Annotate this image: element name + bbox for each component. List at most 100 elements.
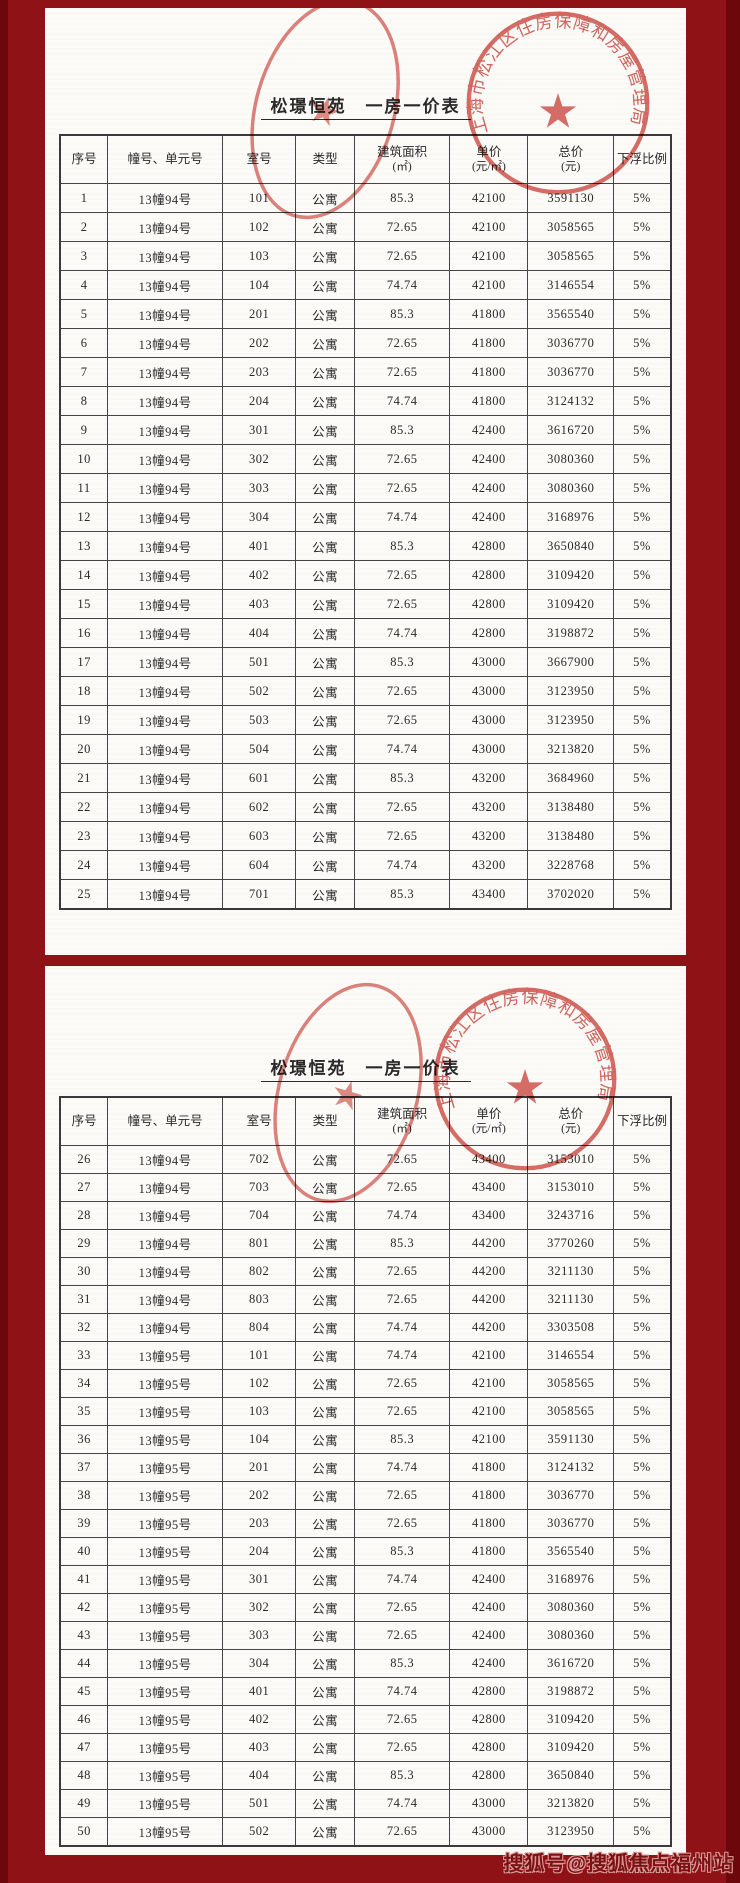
- table-header: 序号 幢号、单元号 室号 类型 建筑面积 (㎡) 单价 (元/㎡) 总价 (元) 下浮比例: [59, 134, 672, 184]
- column-header: 下浮比例: [613, 1096, 672, 1146]
- table-cell: 7: [59, 357, 109, 387]
- table-cell: 41800: [449, 1509, 529, 1538]
- table-cell: 公寓: [295, 357, 355, 387]
- table-cell: 74.74: [353, 734, 451, 764]
- table-cell: 72.65: [353, 705, 451, 735]
- table-cell: 3213820: [527, 734, 615, 764]
- left-edge-band: [0, 0, 8, 1883]
- table-cell: 72.65: [353, 1481, 451, 1510]
- table-row: 8 13幢94号 204 公寓 74.74 41800 3124132 5%: [59, 386, 672, 416]
- table-cell: 公寓: [295, 1453, 355, 1482]
- table-row: 7 13幢94号 203 公寓 72.65 41800 3036770 5%: [59, 357, 672, 387]
- table-cell: 3243716: [527, 1201, 615, 1230]
- table-cell: 公寓: [295, 1761, 355, 1790]
- table-cell: 13幢94号: [107, 1145, 224, 1174]
- table-row: 47 13幢95号 403 公寓 72.65 42800 3109420 5%: [59, 1733, 672, 1762]
- table-cell: 48: [59, 1761, 109, 1790]
- table-cell: 42100: [449, 1369, 529, 1398]
- table-cell: 13幢94号: [107, 1173, 224, 1202]
- table-cell: 604: [222, 850, 297, 880]
- table-cell: 35: [59, 1397, 109, 1426]
- table-cell: 3211130: [527, 1285, 615, 1314]
- table-row: 21 13幢94号 601 公寓 85.3 43200 3684960 5%: [59, 763, 672, 793]
- table-cell: 3591130: [527, 183, 615, 213]
- table-cell: 42800: [449, 589, 529, 619]
- table-cell: 403: [222, 589, 297, 619]
- table-cell: 72.65: [353, 1705, 451, 1734]
- table-cell: 5%: [613, 1229, 672, 1258]
- table-cell: 13幢94号: [107, 879, 224, 910]
- header-row: 序号 幢号、单元号 室号 类型 建筑面积 (㎡) 单价 (元/㎡) 总价 (元) 下浮比例: [59, 134, 672, 184]
- table-cell: 3565540: [527, 299, 615, 329]
- table-cell: 42400: [449, 1593, 529, 1622]
- table-cell: 72.65: [353, 1257, 451, 1286]
- table-cell: 公寓: [295, 1733, 355, 1762]
- header-row: 序号 幢号、单元号 室号 类型 建筑面积 (㎡) 单价 (元/㎡) 总价 (元) 下浮比例: [59, 1096, 672, 1146]
- table-row: 6 13幢94号 202 公寓 72.65 41800 3036770 5%: [59, 328, 672, 358]
- table-cell: 13幢94号: [107, 212, 224, 242]
- table-cell: 42400: [449, 473, 529, 503]
- table-cell: 公寓: [295, 1425, 355, 1454]
- table-cell: 701: [222, 879, 297, 910]
- table-cell: 3153010: [527, 1173, 615, 1202]
- table-row: 32 13幢94号 804 公寓 74.74 44200 3303508 5%: [59, 1313, 672, 1342]
- table-row: 12 13幢94号 304 公寓 74.74 42400 3168976 5%: [59, 502, 672, 532]
- table-cell: 3565540: [527, 1537, 615, 1566]
- table-cell: 公寓: [295, 241, 355, 271]
- table-cell: 公寓: [295, 415, 355, 445]
- table-cell: 43400: [449, 1173, 529, 1202]
- table-row: 31 13幢94号 803 公寓 72.65 44200 3211130 5%: [59, 1285, 672, 1314]
- table-cell: 72.65: [353, 241, 451, 271]
- table-cell: 303: [222, 1621, 297, 1650]
- table-cell: 3211130: [527, 1257, 615, 1286]
- document-page-2: 松璟恒苑 一房一价表 序号 幢号、单元号 室号 类型 建筑面积 (㎡) 单价 (元/㎡) 总价(…: [45, 966, 686, 1855]
- table-cell: 85.3: [353, 183, 451, 213]
- table-cell: 42100: [449, 1397, 529, 1426]
- table-cell: 公寓: [295, 444, 355, 474]
- sohu-watermark: 搜狐号@搜狐焦点福州站: [503, 1853, 734, 1875]
- table-cell: 85.3: [353, 1537, 451, 1566]
- table-cell: 13幢94号: [107, 270, 224, 300]
- table-cell: 13幢94号: [107, 647, 224, 677]
- table-cell: 13幢94号: [107, 821, 224, 851]
- table-row: 28 13幢94号 704 公寓 74.74 43400 3243716 5%: [59, 1201, 672, 1230]
- table-cell: 302: [222, 444, 297, 474]
- table-cell: 402: [222, 1705, 297, 1734]
- table-cell: 5%: [613, 1397, 672, 1426]
- table-cell: 5%: [613, 589, 672, 619]
- table-cell: 13幢94号: [107, 1229, 224, 1258]
- table-cell: 204: [222, 1537, 297, 1566]
- table-cell: 公寓: [295, 589, 355, 619]
- table-row: 42 13幢95号 302 公寓 72.65 42400 3080360 5%: [59, 1593, 672, 1622]
- table-row: 18 13幢94号 502 公寓 72.65 43000 3123950 5%: [59, 676, 672, 706]
- table-cell: 85.3: [353, 1649, 451, 1678]
- table-cell: 43: [59, 1621, 109, 1650]
- table-cell: 5%: [613, 850, 672, 880]
- table-cell: 6: [59, 328, 109, 358]
- table-cell: 5%: [613, 1425, 672, 1454]
- table-cell: 公寓: [295, 734, 355, 764]
- table-cell: 85.3: [353, 763, 451, 793]
- table-cell: 50: [59, 1817, 109, 1847]
- table-cell: 3198872: [527, 1677, 615, 1706]
- table-cell: 2: [59, 212, 109, 242]
- table-cell: 74.74: [353, 1789, 451, 1818]
- table-cell: 5%: [613, 1621, 672, 1650]
- table-cell: 13幢94号: [107, 502, 224, 532]
- table-cell: 5%: [613, 444, 672, 474]
- table-cell: 201: [222, 1453, 297, 1482]
- page-title: 松璟恒苑 一房一价表: [260, 1054, 471, 1082]
- table-cell: 13幢95号: [107, 1789, 224, 1818]
- table-cell: 23: [59, 821, 109, 851]
- table-cell: 13幢94号: [107, 444, 224, 474]
- table-cell: 13幢94号: [107, 734, 224, 764]
- table-cell: 46: [59, 1705, 109, 1734]
- column-header: 单价 (元/㎡): [449, 134, 529, 184]
- table-cell: 72.65: [353, 1397, 451, 1426]
- table-cell: 5%: [613, 386, 672, 416]
- table-cell: 28: [59, 1201, 109, 1230]
- table-cell: 85.3: [353, 647, 451, 677]
- column-header-unit: (㎡): [392, 161, 412, 174]
- table-row: 3 13幢94号 103 公寓 72.65 42100 3058565 5%: [59, 241, 672, 271]
- table-cell: 74.74: [353, 850, 451, 880]
